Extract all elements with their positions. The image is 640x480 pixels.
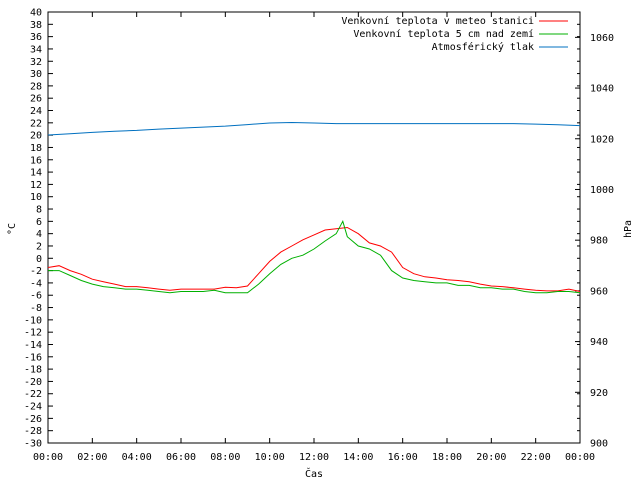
x-tick-labels: 00:00 02:00 04:00 06:00 08:00 10:00 12:00 14:00… [33, 452, 595, 463]
y-left-tick-label: 14 [30, 168, 42, 179]
legend-label-2: Atmosférický tlak [432, 41, 534, 53]
y-left-tick-label: -20 [24, 377, 42, 388]
y-left-tick-label: 20 [30, 131, 42, 142]
y-left-tick-label: 26 [30, 94, 42, 105]
y-right-tick-label: 900 [590, 439, 608, 450]
y-left-tick-label: 0 [36, 254, 42, 265]
x-tick-label: 20:00 [476, 452, 506, 463]
legend-label-0: Venkovní teplota v meteo stanici [341, 15, 534, 27]
y-left-tick-label: 36 [30, 32, 42, 43]
y-left-tick-label: -30 [24, 439, 42, 450]
series-lines [47, 121, 581, 294]
y-right-tick-labels: 1060 1040 1020 1000 980 960 940 920 900 [590, 33, 614, 450]
y-left-tick-label: -14 [24, 340, 42, 351]
y-left-tick-label: -2 [30, 266, 42, 277]
y-right-tick-label: 940 [590, 337, 608, 348]
x-tick-label: 14:00 [343, 452, 373, 463]
y-left-tick-label: -26 [24, 414, 42, 425]
y-left-tick-label: 32 [30, 57, 42, 68]
y-left-tick-label: -12 [24, 328, 42, 339]
x-tick-label: 02:00 [77, 452, 107, 463]
y-left-tick-label: 18 [30, 143, 42, 154]
y-left-tick-label: -8 [30, 303, 42, 314]
series-line-0 [47, 226, 581, 292]
x-tick-label: 16:00 [388, 452, 418, 463]
y-left-tick-label: 12 [30, 180, 42, 191]
y-left-tick-label: 24 [30, 106, 42, 117]
y-right-tick-label: 920 [590, 388, 608, 399]
x-tick-label: 06:00 [166, 452, 196, 463]
y-left-tick-label: -6 [30, 291, 42, 302]
y-left-tick-label: -4 [30, 278, 42, 289]
y-left-tick-label: -28 [24, 426, 42, 437]
plot-frame [47, 11, 581, 444]
y-left-tick-label: 28 [30, 81, 42, 92]
series-line-2 [47, 121, 581, 136]
x-tick-label: 08:00 [210, 452, 240, 463]
y-left-tick-label: 16 [30, 155, 42, 166]
x-tick-label: 12:00 [299, 452, 329, 463]
y-right-tick-label: 960 [590, 286, 608, 297]
legend-label-1: Venkovní teplota 5 cm nad zemí [353, 28, 534, 40]
x-tick-label: 04:00 [122, 452, 152, 463]
y-right-tick-label: 1000 [590, 185, 614, 196]
tick-marks [47, 11, 581, 444]
y-right-tick-label: 1060 [590, 33, 614, 44]
x-tick-label: 00:00 [565, 452, 595, 463]
y-left-tick-label: 22 [30, 118, 42, 129]
y-left-tick-label: 8 [36, 205, 42, 216]
series-line-1 [48, 219, 581, 294]
x-tick-label: 10:00 [255, 452, 285, 463]
y-left-tick-label: 30 [30, 69, 42, 80]
x-tick-label: 00:00 [33, 452, 63, 463]
x-tick-label: 18:00 [432, 452, 462, 463]
y-left-tick-label: -16 [24, 352, 42, 363]
y-left-tick-label: 6 [36, 217, 42, 228]
x-axis-label: Čas [305, 467, 323, 480]
y-left-tick-label: -18 [24, 365, 42, 376]
y-right-axis-label: hPa [623, 220, 634, 238]
legend: Venkovní teplota v meteo staniciVenkovní… [341, 15, 568, 53]
y-left-axis-label: °C [7, 223, 18, 235]
x-tick-label: 22:00 [521, 452, 551, 463]
y-right-tick-label: 980 [590, 236, 608, 247]
y-left-tick-label: 34 [30, 44, 42, 55]
y-left-tick-label: 4 [36, 229, 42, 240]
y-left-tick-label: 2 [36, 241, 42, 252]
y-right-tick-label: 1040 [590, 84, 614, 95]
y-left-tick-label: 40 [30, 8, 42, 19]
y-left-tick-label: 38 [30, 20, 42, 31]
y-right-tick-label: 1020 [590, 134, 614, 145]
y-left-tick-label: -10 [24, 315, 42, 326]
y-left-tick-label: 10 [30, 192, 42, 203]
y-left-tick-labels: 4038363432302826242220181614121086420-2-… [24, 8, 42, 450]
y-left-tick-label: -22 [24, 389, 42, 400]
y-left-tick-label: -24 [24, 402, 42, 413]
